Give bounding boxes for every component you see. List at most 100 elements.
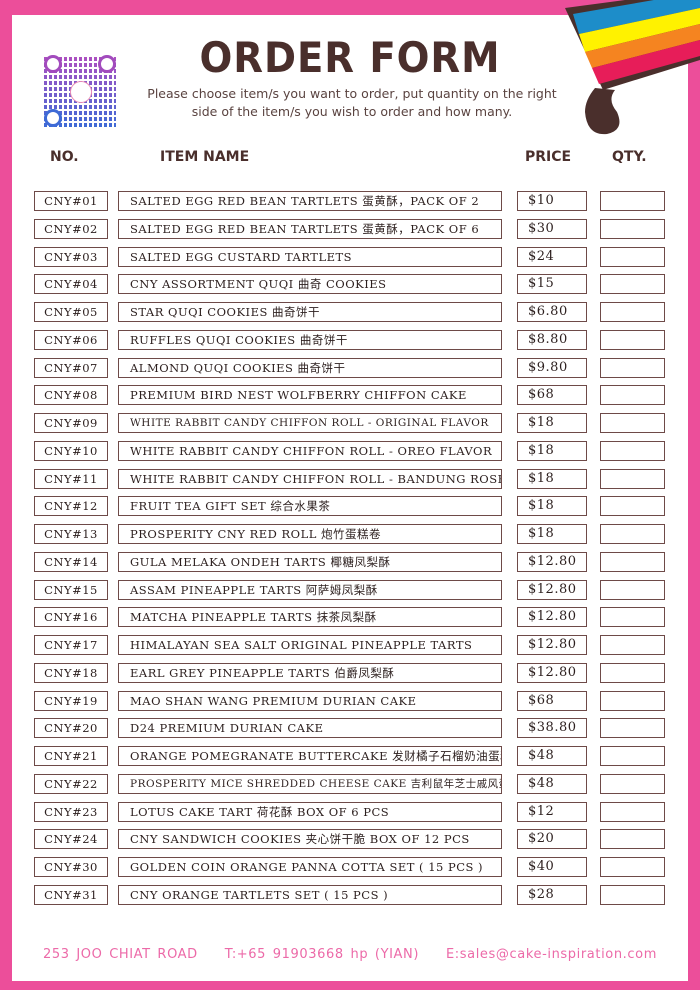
item-number: CNY#18 [34,662,108,683]
quantity-field[interactable] [600,496,665,517]
item-number: CNY#21 [34,746,108,766]
item-price: $40 [517,857,587,877]
qr-eye [44,55,62,73]
cake-logo-icon [70,81,92,103]
item-name: WHITE RABBIT CANDY CHIFFON ROLL - OREO F… [118,440,502,461]
quantity-field[interactable] [600,468,665,489]
cake-slice-decoration [565,0,700,135]
item-price: $10 [517,191,587,211]
item-name: PROSPERITY MICE SHREDDED CHEESE CAKE 吉利鼠… [118,773,502,794]
item-price: $18 [517,524,587,544]
table-row: CNY#12 FRUIT TEA GIFT SET 综合水果茶 $18 [12,496,688,517]
item-price: $18 [517,440,587,461]
quantity-field[interactable] [600,329,665,350]
item-name: ASSAM PINEAPPLE TARTS 阿萨姆凤梨酥 [118,579,502,600]
table-row: CNY#08 PREMIUM BIRD NEST WOLFBERRY CHIFFO… [12,385,688,406]
item-number: CNY#03 [34,246,108,267]
table-row: CNY#18 EARL GREY PINEAPPLE TARTS 伯爵凤梨酥 $12… [12,662,688,683]
quantity-field[interactable] [600,274,665,295]
quantity-field[interactable] [600,801,665,822]
quantity-field[interactable] [600,690,665,711]
quantity-field[interactable] [600,302,665,322]
footer-email[interactable]: E:sales@cake-inspiration.com [445,947,657,962]
table-row: CNY#04 CNY ASSORTMENT QUQI 曲奇 COOKIES $15 [12,274,688,295]
table-row: CNY#09 WHITE RABBIT CANDY CHIFFON ROLL - … [12,413,688,433]
footer-contact: 253 JOO CHIAT ROAD T:+65 91903668 hp (YI… [12,947,688,962]
table-row: CNY#07 ALMOND QUQI COOKIES 曲奇饼干 $9.80 [12,357,688,378]
quantity-field[interactable] [600,524,665,544]
table-row: CNY#11 WHITE RABBIT CANDY CHIFFON ROLL - … [12,468,688,489]
instructions: Please choose item/s you want to order, … [132,85,572,121]
quantity-field[interactable] [600,746,665,766]
quantity-field[interactable] [600,773,665,794]
item-number: CNY#24 [34,829,108,850]
item-name: CNY SANDWICH COOKIES 夹心饼干脆 BOX OF 12 PCS [118,829,502,850]
item-name: STAR QUQI COOKIES 曲奇饼干 [118,302,502,322]
item-name: SALTED EGG RED BEAN TARTLETS 蛋黄酥，PACK OF… [118,218,502,239]
table-row: CNY#14 GULA MELAKA ONDEH TARTS 椰糖凤梨酥 $12.8… [12,551,688,572]
footer-phone: T:+65 91903668 hp (YIAN) [224,947,420,962]
quantity-field[interactable] [600,551,665,572]
instructions-line: side of the item/s you wish to order and… [191,104,513,119]
table-row: CNY#17 HIMALAYAN SEA SALT ORIGINAL PINEAP… [12,635,688,655]
item-name: FRUIT TEA GIFT SET 综合水果茶 [118,496,502,517]
item-name: WHITE RABBIT CANDY CHIFFON ROLL - ORIGIN… [118,413,502,433]
item-price: $12.80 [517,551,587,572]
quantity-field[interactable] [600,635,665,655]
quantity-field[interactable] [600,191,665,211]
item-price: $48 [517,773,587,794]
item-name: D24 PREMIUM DURIAN CAKE [118,718,502,739]
item-price: $12.80 [517,579,587,600]
item-price: $20 [517,829,587,850]
item-name: GULA MELAKA ONDEH TARTS 椰糖凤梨酥 [118,551,502,572]
item-price: $8.80 [517,329,587,350]
item-name: PREMIUM BIRD NEST WOLFBERRY CHIFFON CAKE [118,385,502,406]
item-number: CNY#16 [34,607,108,628]
item-number: CNY#01 [34,191,108,211]
item-name: ORANGE POMEGRANATE BUTTERCAKE 发财橘子石榴奶油蛋糕 [118,746,502,766]
item-number: CNY#30 [34,857,108,877]
quantity-field[interactable] [600,218,665,239]
page-title: ORDER FORM [199,33,501,82]
quantity-field[interactable] [600,718,665,739]
item-name: MAO SHAN WANG PREMIUM DURIAN CAKE [118,690,502,711]
quantity-field[interactable] [600,357,665,378]
quantity-field[interactable] [600,607,665,628]
table-row: CNY#13 PROSPERITY CNY RED ROLL 炮竹蛋糕卷 $18 [12,524,688,544]
item-number: CNY#20 [34,718,108,739]
item-price: $24 [517,246,587,267]
table-row: CNY#16 MATCHA PINEAPPLE TARTS 抹茶凤梨酥 $12.80 [12,607,688,628]
item-name: MATCHA PINEAPPLE TARTS 抹茶凤梨酥 [118,607,502,628]
quantity-field[interactable] [600,413,665,433]
quantity-field[interactable] [600,246,665,267]
quantity-field[interactable] [600,579,665,600]
table-row: CNY#21 ORANGE POMEGRANATE BUTTERCAKE 发财橘子… [12,746,688,766]
item-price: $12.80 [517,635,587,655]
item-price: $18 [517,413,587,433]
quantity-field[interactable] [600,385,665,406]
item-price: $38.80 [517,718,587,739]
item-price: $68 [517,690,587,711]
item-name: ALMOND QUQI COOKIES 曲奇饼干 [118,357,502,378]
item-price: $6.80 [517,302,587,322]
quantity-field[interactable] [600,884,665,905]
quantity-field[interactable] [600,440,665,461]
table-row: CNY#15 ASSAM PINEAPPLE TARTS 阿萨姆凤梨酥 $12.80 [12,579,688,600]
quantity-field[interactable] [600,857,665,877]
item-name: LOTUS CAKE TART 荷花酥 BOX OF 6 PCS [118,801,502,822]
qr-code [44,55,116,127]
table-row: CNY#20 D24 PREMIUM DURIAN CAKE $38.80 [12,718,688,739]
table-row: CNY#23 LOTUS CAKE TART 荷花酥 BOX OF 6 PCS $1… [12,801,688,822]
qr-eye [98,55,116,73]
item-price: $12 [517,801,587,822]
table-row: CNY#19 MAO SHAN WANG PREMIUM DURIAN CAKE $… [12,690,688,711]
table-row: CNY#02 SALTED EGG RED BEAN TARTLETS 蛋黄酥，P… [12,218,688,239]
item-number: CNY#13 [34,524,108,544]
quantity-field[interactable] [600,662,665,683]
item-number: CNY#04 [34,274,108,295]
item-number: CNY#06 [34,329,108,350]
item-name: PROSPERITY CNY RED ROLL 炮竹蛋糕卷 [118,524,502,544]
quantity-field[interactable] [600,829,665,850]
item-number: CNY#23 [34,801,108,822]
rainbow-cake-icon [565,0,700,135]
